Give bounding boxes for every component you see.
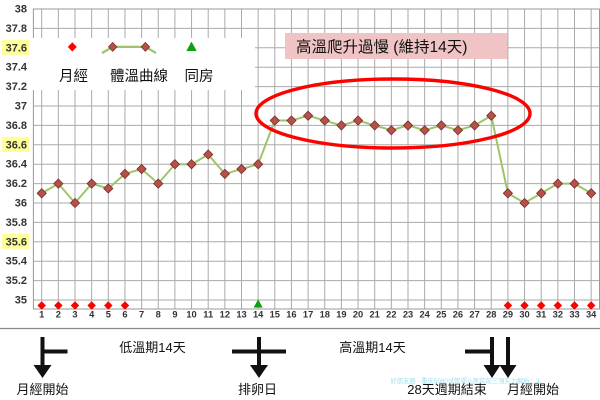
svg-text:37.8: 37.8 bbox=[6, 23, 27, 35]
svg-text:13: 13 bbox=[236, 310, 246, 320]
svg-text:37.2: 37.2 bbox=[6, 81, 27, 93]
svg-text:34: 34 bbox=[586, 310, 597, 320]
svg-text:22: 22 bbox=[386, 310, 396, 320]
svg-text:36.4: 36.4 bbox=[6, 159, 28, 171]
svg-text:35: 35 bbox=[15, 295, 27, 307]
svg-text:5: 5 bbox=[106, 310, 111, 320]
svg-text:月經開始: 月經開始 bbox=[16, 382, 68, 397]
svg-text:26: 26 bbox=[453, 310, 463, 320]
svg-text:27: 27 bbox=[469, 310, 479, 320]
svg-text:36: 36 bbox=[15, 198, 27, 210]
svg-text:29: 29 bbox=[503, 310, 513, 320]
svg-text:14: 14 bbox=[253, 310, 264, 320]
svg-text:23: 23 bbox=[403, 310, 413, 320]
svg-text:4: 4 bbox=[89, 310, 95, 320]
svg-text:37.6: 37.6 bbox=[6, 42, 27, 54]
svg-text:18: 18 bbox=[320, 310, 330, 320]
svg-text:37.4: 37.4 bbox=[6, 62, 28, 74]
svg-text:16: 16 bbox=[286, 310, 296, 320]
svg-text:33: 33 bbox=[569, 310, 579, 320]
svg-text:25: 25 bbox=[436, 310, 446, 320]
svg-text:10: 10 bbox=[186, 310, 196, 320]
svg-text:排卵日: 排卵日 bbox=[238, 382, 277, 397]
svg-text:35.8: 35.8 bbox=[6, 217, 27, 229]
svg-text:8: 8 bbox=[156, 310, 161, 320]
svg-text:7: 7 bbox=[139, 310, 144, 320]
svg-text:35.2: 35.2 bbox=[6, 275, 27, 287]
svg-text:36.2: 36.2 bbox=[6, 178, 27, 190]
svg-text:體溫曲線: 體溫曲線 bbox=[110, 68, 168, 85]
svg-text:高溫爬升過慢 (維持14天): 高溫爬升過慢 (維持14天) bbox=[296, 38, 467, 56]
svg-text:35.4: 35.4 bbox=[6, 256, 28, 268]
svg-text:月經: 月經 bbox=[59, 68, 88, 85]
svg-text:低溫期14天: 低溫期14天 bbox=[119, 340, 185, 355]
svg-text:28: 28 bbox=[486, 310, 496, 320]
svg-text:31: 31 bbox=[536, 310, 546, 320]
svg-text:30: 30 bbox=[519, 310, 529, 320]
svg-text:20: 20 bbox=[353, 310, 363, 320]
svg-text:高溫期14天: 高溫期14天 bbox=[339, 340, 405, 355]
svg-text:9: 9 bbox=[172, 310, 177, 320]
svg-text:12: 12 bbox=[220, 310, 230, 320]
svg-text:35.6: 35.6 bbox=[6, 236, 27, 248]
svg-text:24: 24 bbox=[419, 310, 430, 320]
svg-text:37: 37 bbox=[15, 101, 27, 113]
svg-text:6: 6 bbox=[122, 310, 127, 320]
svg-text:36.8: 36.8 bbox=[6, 120, 27, 132]
svg-text:21: 21 bbox=[370, 310, 380, 320]
svg-text:11: 11 bbox=[203, 310, 213, 320]
svg-text:3: 3 bbox=[72, 310, 77, 320]
svg-text:36.6: 36.6 bbox=[6, 139, 27, 151]
svg-text:19: 19 bbox=[336, 310, 346, 320]
svg-text:1: 1 bbox=[39, 310, 44, 320]
svg-text:同房: 同房 bbox=[185, 68, 214, 85]
svg-text:32: 32 bbox=[553, 310, 563, 320]
svg-text:15: 15 bbox=[270, 310, 280, 320]
svg-text:好朋友圈 - 重庆5080试管婴儿医院前三强实力解析：3: 好朋友圈 - 重庆5080试管婴儿医院前三强实力解析：3 bbox=[390, 376, 540, 385]
svg-text:38: 38 bbox=[15, 4, 27, 16]
svg-text:2: 2 bbox=[56, 310, 61, 320]
svg-text:17: 17 bbox=[303, 310, 313, 320]
